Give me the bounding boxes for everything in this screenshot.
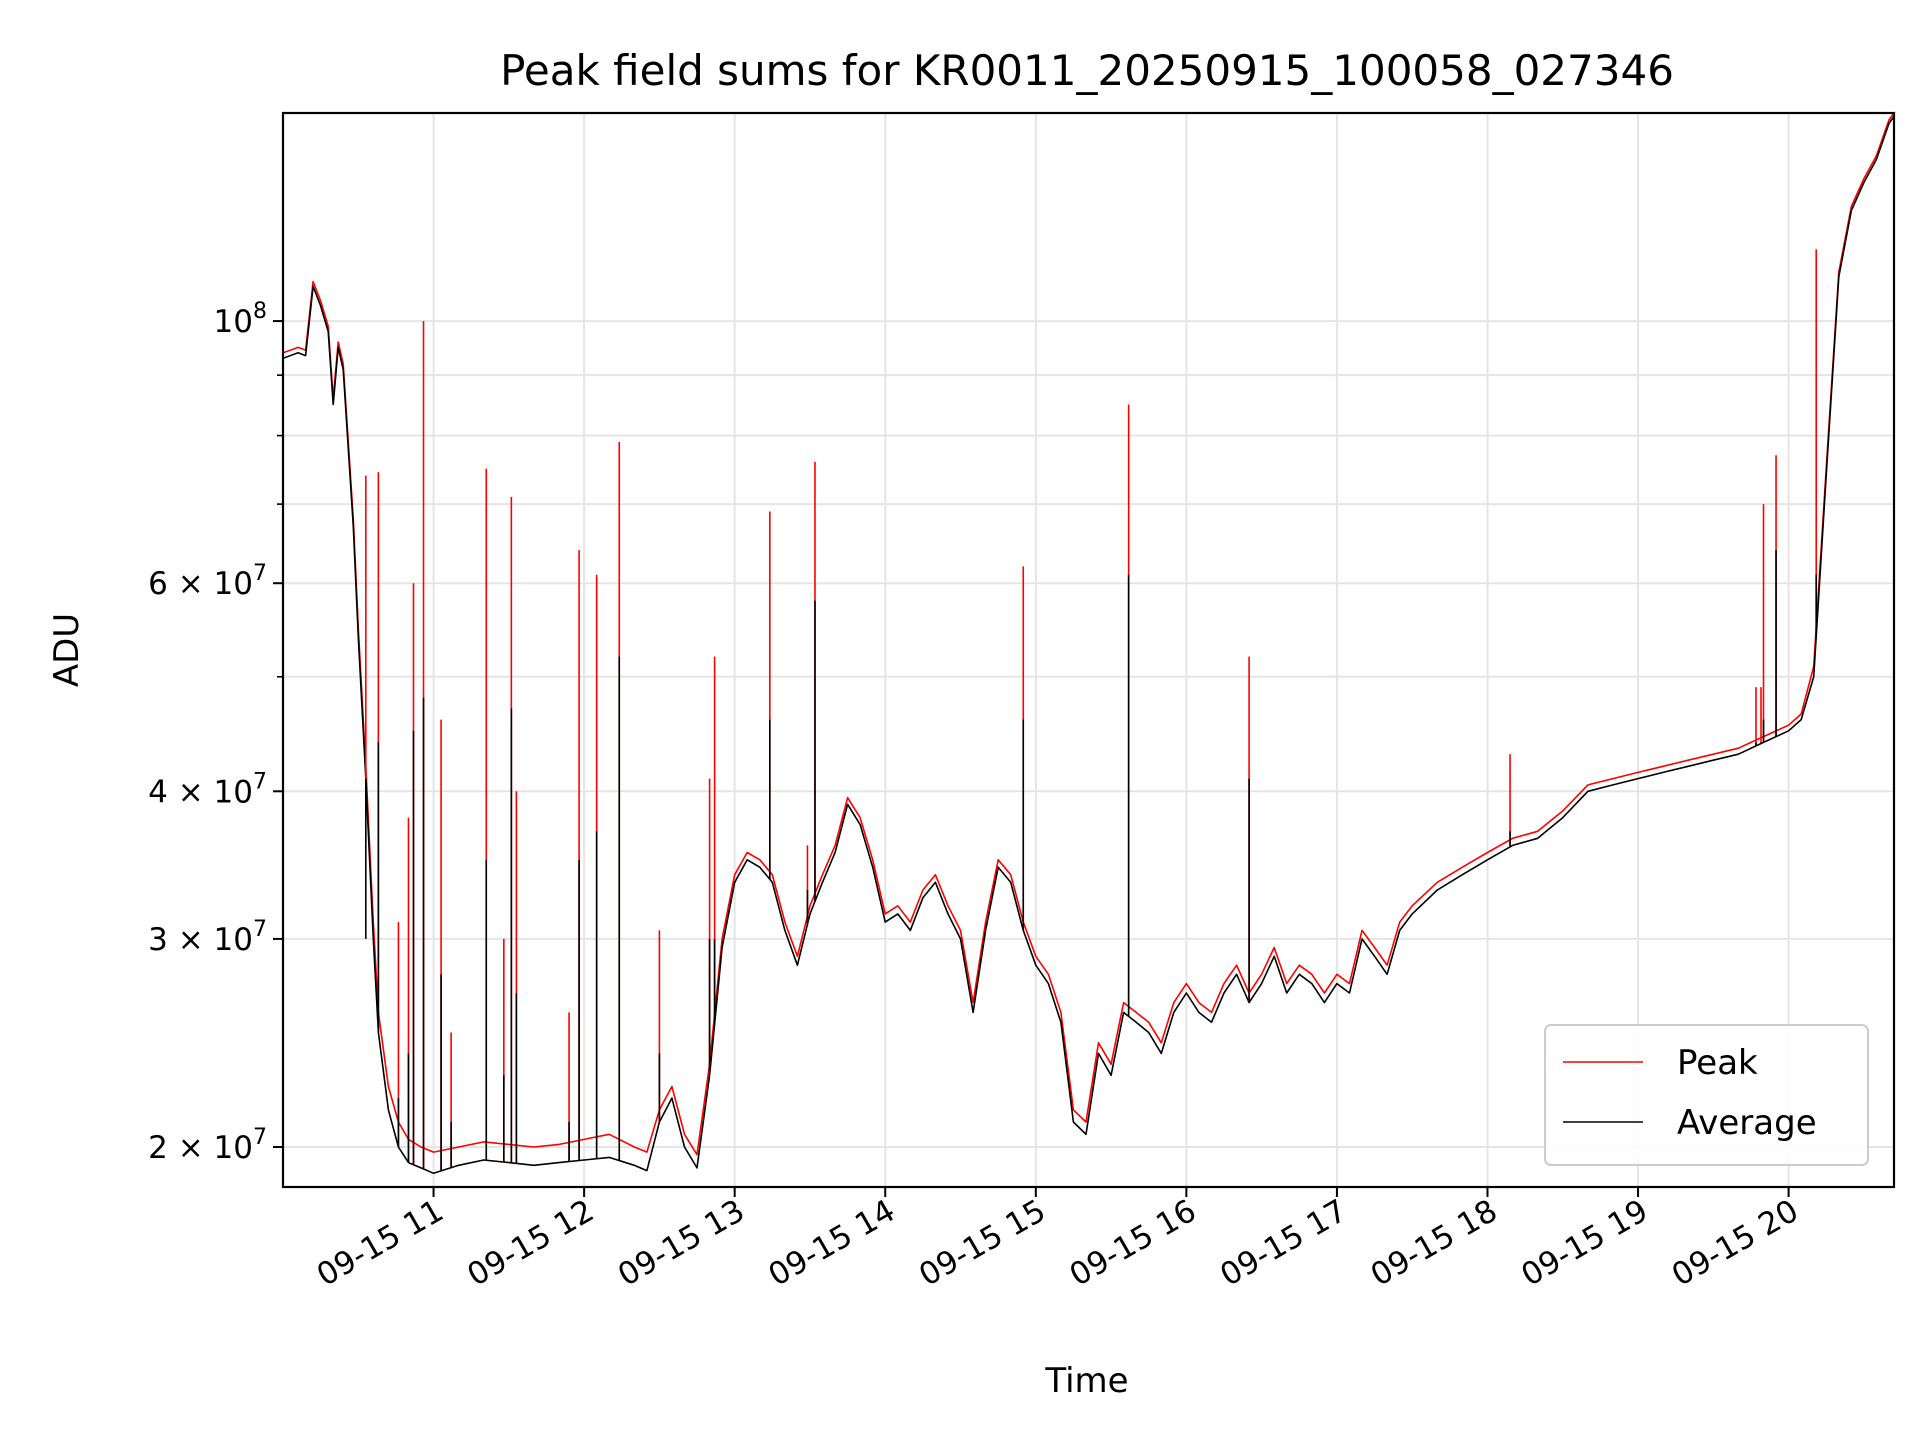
y-axis: 2 × 107 3 × 107 4 × 107 6 × 107 108 xyxy=(148,299,283,1166)
series-line-average xyxy=(283,115,1894,1175)
y-tick-label: 2 × 107 xyxy=(148,1125,267,1166)
legend-label-peak: Peak xyxy=(1677,1043,1758,1083)
y-tick-label: 4 × 107 xyxy=(148,769,267,810)
y-axis-label: ADU xyxy=(47,613,87,687)
plot-area xyxy=(283,113,1894,1175)
legend-box xyxy=(1544,1024,1869,1166)
y-tick-label: 108 xyxy=(214,299,267,340)
grid xyxy=(283,113,1894,1187)
legend: Peak Average xyxy=(1544,1024,1869,1166)
y-tick-label: 3 × 107 xyxy=(148,917,267,958)
plot-frame xyxy=(281,111,1896,1189)
y-tick-label: 6 × 107 xyxy=(148,561,267,602)
legend-label-average: Average xyxy=(1677,1103,1817,1143)
x-axis-label: Time xyxy=(1044,1361,1128,1401)
chart-title: Peak field sums for KR0011_20250915_1000… xyxy=(500,46,1674,95)
